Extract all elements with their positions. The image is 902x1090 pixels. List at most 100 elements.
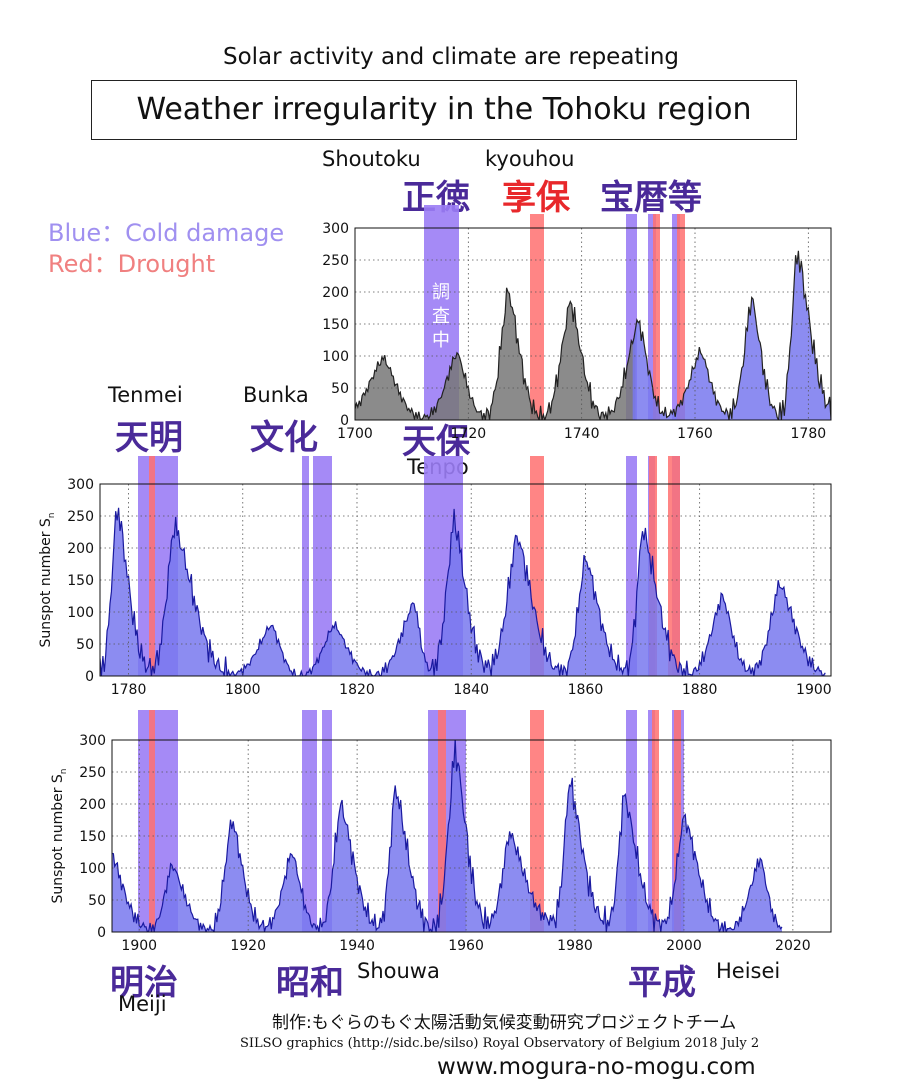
era-kanji-shouwa: 昭和 [276,963,344,1003]
cold-damage-band [626,456,637,676]
y-tick-label: 150 [322,317,349,333]
era-kanji-kyouhou: 享保 [502,178,570,218]
era-kanji-heisei: 平成 [628,963,696,1003]
area-fill-observed [632,250,831,420]
era-label-tenmei: Tenmei [108,383,183,407]
cold-damage-band [313,456,332,676]
era-kanji-tenpo: 天保 [402,422,470,462]
x-tick-label: 1800 [225,682,261,698]
x-tick-label: 1840 [453,682,489,698]
y-tick-label: 0 [340,413,349,429]
axes-frame [111,739,832,933]
x-tick-label: 1860 [568,682,604,698]
era-label-heisei: Heisei [716,959,781,983]
event-bands [138,205,685,932]
era-label-shouwa: Shouwa [357,959,440,983]
drought-band [674,710,681,932]
era-label-shoutoku: Shoutoku [322,147,421,171]
y-tick-label: 0 [85,669,94,685]
legend-drought: Red：Drought [48,250,216,278]
x-tick-label: 1720 [451,426,487,442]
sunspot-line [355,250,831,420]
cold-damage-band [648,214,656,420]
x-tick-label: 1900 [796,682,832,698]
credit-maker: 制作:もぐらのもぐ太陽活動気候変動研究プロジェクトチーム [272,1013,737,1033]
drought-band [668,456,680,676]
y-tick-label: 150 [67,573,94,589]
era-kanji-tenmei: 天明 [115,418,183,458]
area-fill [100,507,826,676]
y-axis-label-subscript: n [59,768,69,774]
y-tick-label: 200 [79,797,106,813]
era-label-kyouhou: kyouhou [485,147,575,171]
x-tick-label: 1700 [337,426,373,442]
y-tick-label: 50 [331,381,349,397]
x-tick-label: 1820 [339,682,375,698]
y-tick-label: 200 [67,541,94,557]
y-tick-label: 100 [322,349,349,365]
y-axis-label: Sunspot number Sn [50,768,69,903]
credit-source: SILSO graphics (http://sidc.be/silso) Ro… [240,1036,760,1051]
x-tick-label: 1940 [339,938,375,954]
drought-band [652,710,659,932]
top-title: Solar activity and climate are repeating [222,44,680,70]
era-kanji-meiji: 明治 [110,963,178,1003]
era-kanji-bunka: 文化 [250,418,318,458]
x-tick-label: 2000 [666,938,702,954]
y-axis-label: Sunspot number Sn [38,512,57,647]
y-tick-label: 0 [97,925,106,941]
cold-damage-band [302,456,309,676]
y-tick-label: 250 [322,253,349,269]
drought-band [677,214,685,420]
x-tick-label: 1980 [557,938,593,954]
cold-damage-band [648,710,655,932]
panel-2: 0 50 100 150 200 250 300 1780 1800 1820 1840 1860 18… [38,477,832,698]
drought-band [149,456,155,676]
under-survey-char: 調 [432,282,450,303]
x-tick-label: 1880 [682,682,718,698]
drought-band [438,710,446,932]
y-tick-label: 150 [79,829,106,845]
era-label-meiji: Meiji [118,992,167,1016]
drought-band [149,710,155,932]
era-kanji-houreki: 宝暦等 [600,178,702,218]
drought-band [530,710,544,932]
drought-band [530,214,544,420]
axes-frame [99,483,832,677]
cold-damage-band [626,214,637,420]
era-label-bunka: Bunka [243,383,309,407]
y-tick-label: 250 [67,509,94,525]
cold-damage-band [322,710,332,932]
sunspot-line [112,740,783,932]
under-survey-char: 中 [432,330,450,351]
x-tick-label: 1900 [121,938,157,954]
panel-1: 0 50 100 150 200 250 300 1700 1720 1740 1760 1780 [322,221,832,442]
area-fill-historic [355,287,636,420]
y-tick-label: 100 [67,605,94,621]
y-tick-label: 250 [79,765,106,781]
y-tick-label: 50 [88,893,106,909]
x-tick-label: 1960 [448,938,484,954]
y-tick-label: 300 [67,477,94,493]
sunspot-line [100,507,826,676]
y-tick-label: 200 [322,285,349,301]
y-axis-label-subscript: n [47,512,57,518]
x-tick-label: 1760 [677,426,713,442]
x-tick-label: 1920 [230,938,266,954]
cold-damage-band [672,214,680,420]
y-tick-label: 300 [79,733,106,749]
axes-frame [354,227,832,421]
panel-3: 0 50 100 150 200 250 300 1900 1920 1940 1960 1980 20… [50,733,832,954]
legend-cold-damage: Blue：Cold damage [48,219,285,247]
x-tick-label: 1780 [111,682,147,698]
x-tick-label: 1740 [564,426,600,442]
cold-damage-band [302,710,317,932]
x-tick-label: 2020 [775,938,811,954]
credit-website: www.mogura-no-mogu.com [437,1054,756,1080]
main-title: Weather irregularity in the Tohoku regio… [91,80,797,140]
y-tick-label: 300 [322,221,349,237]
under-survey-char: 査 [432,306,450,327]
drought-band [653,214,660,420]
y-tick-label: 100 [79,861,106,877]
